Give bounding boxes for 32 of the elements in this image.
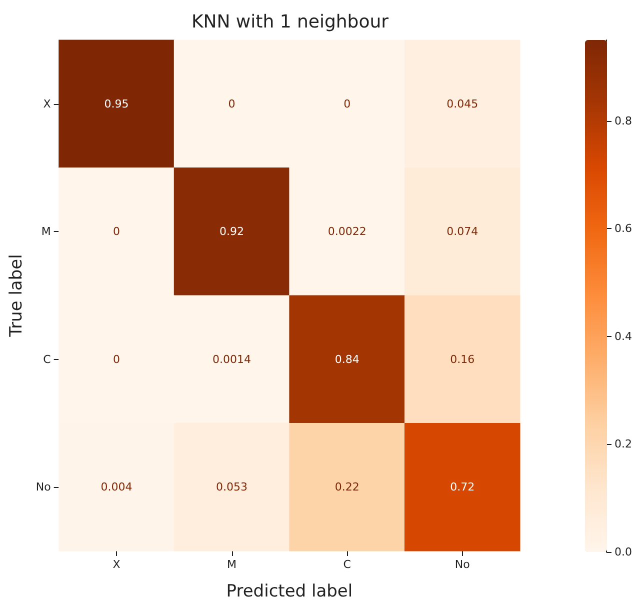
y-tick-label: C [43,352,52,366]
data-label: 0.074 [446,225,478,238]
y-tick-label: No [36,480,52,494]
data-label: 0.0014 [212,352,252,366]
color-bar-label: 0.4 [614,330,632,343]
data-label: 0.004 [100,480,132,494]
data-label: 0 [344,97,351,110]
data-label: 0.92 [220,225,244,238]
y-axis-title: True label [6,254,26,338]
data-label: 0 [228,97,236,110]
x-tick-label: M [227,558,237,571]
chart-title: KNN with 1 neighbour [191,12,390,32]
color-bar-label: 0.6 [614,222,632,236]
x-axis-title: Predicted label [226,582,353,602]
x-tick-label: X [112,558,121,571]
color-bar-label: 0.0 [614,546,632,558]
x-tick-label: No [454,558,470,571]
data-label: 0.95 [104,97,129,110]
data-label: 0.16 [450,352,475,366]
y-tick-label: X [43,97,52,110]
data-label: 0.84 [334,352,360,366]
y-tick-label: M [41,225,51,238]
data-label: 0 [113,352,120,366]
data-label: 0.053 [216,480,248,494]
data-label: 0 [113,225,120,238]
data-label: 0.72 [450,480,475,494]
x-tick-label: C [343,558,352,571]
data-label: 0.22 [334,480,360,494]
color-bar-label: 0.2 [614,438,632,451]
data-label: 0.045 [446,97,478,110]
color-bar-label: 0.8 [614,114,632,128]
data-label: 0.0022 [328,225,366,238]
